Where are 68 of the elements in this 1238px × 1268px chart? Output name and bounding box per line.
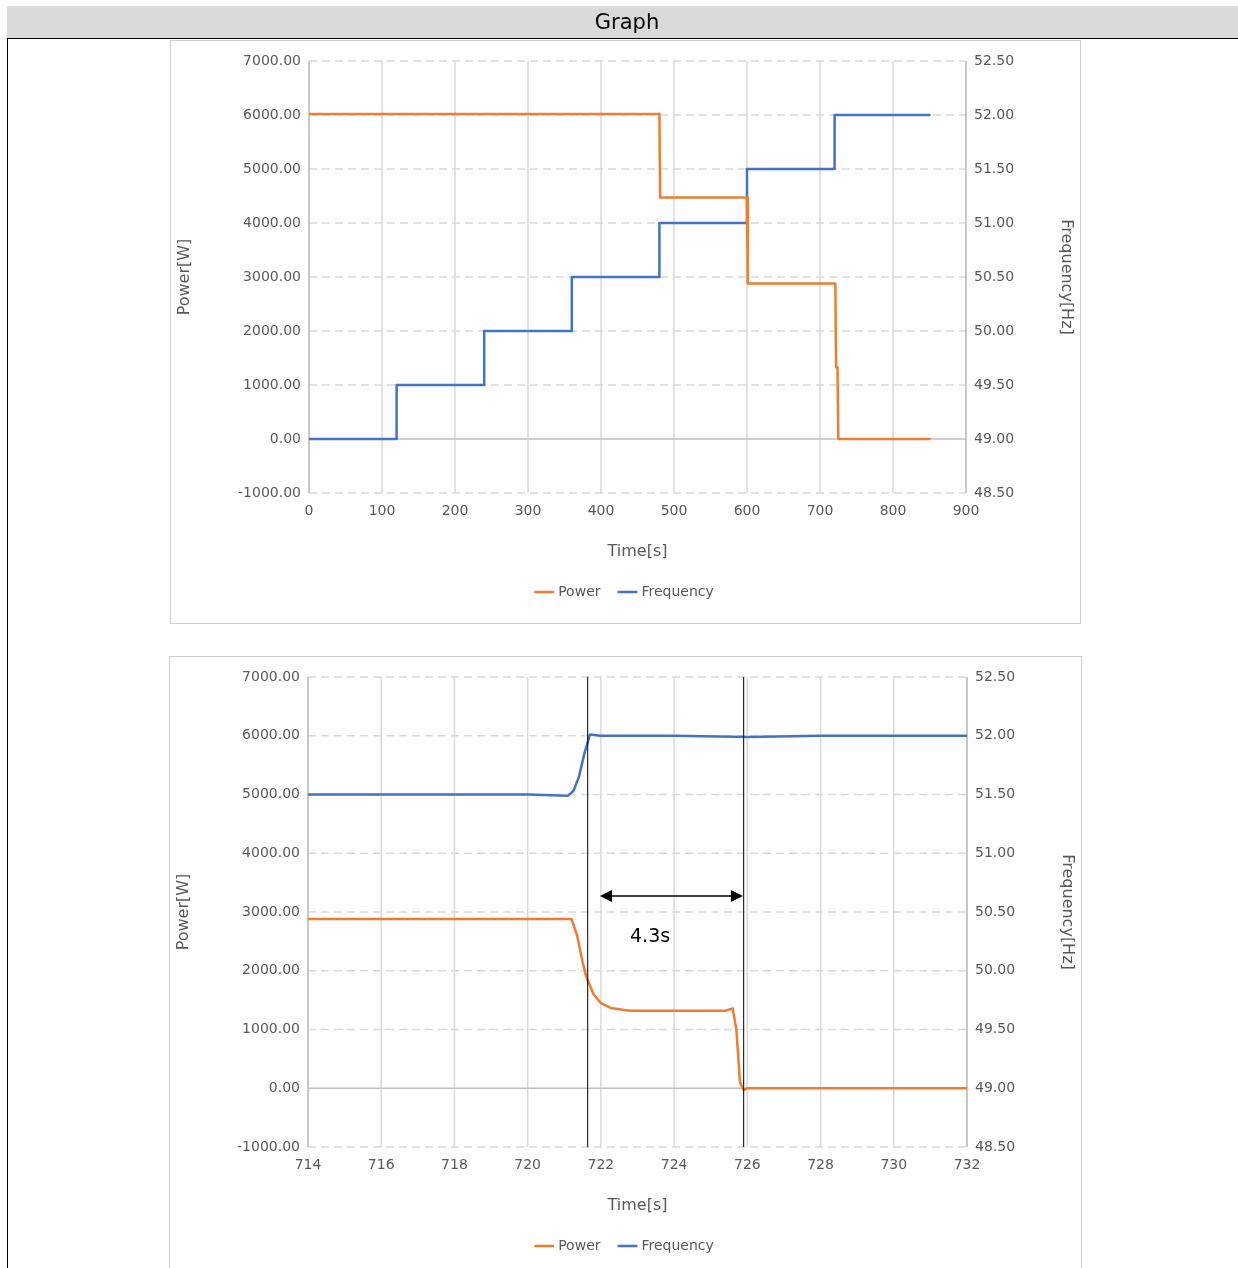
y2-tick-label: 48.50 bbox=[974, 483, 1015, 500]
x-axis-title: Time[s] bbox=[606, 540, 668, 560]
x-tick-label: 724 bbox=[660, 1156, 688, 1173]
chart-title: Graph bbox=[7, 6, 1238, 39]
y2-tick-label: 49.50 bbox=[975, 1020, 1016, 1037]
y-tick-label: 0.00 bbox=[269, 429, 301, 446]
x-tick-label: 732 bbox=[953, 1156, 981, 1173]
y-tick-label: 4000.00 bbox=[242, 843, 300, 860]
y2-tick-label: 52.50 bbox=[974, 51, 1015, 68]
y2-tick-label: 52.00 bbox=[974, 105, 1015, 122]
x-tick-label: 500 bbox=[660, 502, 688, 519]
y-tick-label: 1000.00 bbox=[243, 375, 301, 392]
y-tick-label: 5000.00 bbox=[242, 785, 300, 802]
y-tick-label: 6000.00 bbox=[243, 105, 301, 122]
x-tick-label: 900 bbox=[952, 502, 980, 519]
y2-tick-label: 50.00 bbox=[975, 961, 1016, 978]
y2-tick-label: 50.50 bbox=[974, 267, 1015, 284]
legend-label: Frequency bbox=[641, 1236, 714, 1253]
x-tick-label: 728 bbox=[807, 1156, 834, 1173]
x-tick-label: 718 bbox=[441, 1156, 468, 1173]
x-tick-label: 730 bbox=[880, 1156, 908, 1173]
y2-tick-label: 52.00 bbox=[975, 726, 1016, 743]
x-tick-label: 714 bbox=[294, 1156, 322, 1173]
y2-tick-label: 51.50 bbox=[975, 785, 1016, 802]
y-tick-label: 7000.00 bbox=[243, 51, 301, 68]
y2-tick-label: 51.00 bbox=[974, 213, 1015, 230]
y2-axis-title: Frequency[Hz] bbox=[1059, 854, 1079, 970]
y2-tick-label: 49.00 bbox=[974, 429, 1015, 446]
y-axis-title: Power[W] bbox=[173, 238, 193, 316]
x-axis-title: Time[s] bbox=[606, 1194, 668, 1214]
y-tick-label: 3000.00 bbox=[242, 902, 300, 919]
x-tick-label: 400 bbox=[587, 502, 615, 519]
y2-tick-label: 52.50 bbox=[975, 667, 1016, 684]
y-tick-label: 6000.00 bbox=[242, 726, 300, 743]
y2-axis-title: Frequency[Hz] bbox=[1058, 219, 1078, 335]
legend-label: Power bbox=[558, 582, 601, 599]
x-tick-label: 0 bbox=[304, 502, 314, 519]
y-tick-label: 1000.00 bbox=[242, 1020, 300, 1037]
x-tick-label: 200 bbox=[441, 502, 469, 519]
y-tick-label: 3000.00 bbox=[243, 267, 301, 284]
y2-tick-label: 51.00 bbox=[975, 843, 1016, 860]
y-tick-label: 2000.00 bbox=[242, 961, 300, 978]
x-tick-label: 800 bbox=[879, 502, 907, 519]
y-tick-label: 0.00 bbox=[268, 1078, 300, 1095]
y-tick-label: -1000.00 bbox=[238, 483, 301, 500]
y-axis-title: Power[W] bbox=[172, 873, 192, 951]
y2-tick-label: 48.50 bbox=[975, 1137, 1016, 1154]
legend-label: Power bbox=[558, 1236, 601, 1253]
x-tick-label: 726 bbox=[733, 1156, 761, 1173]
x-tick-label: 720 bbox=[514, 1156, 542, 1173]
x-tick-label: 300 bbox=[514, 502, 542, 519]
y-tick-label: 7000.00 bbox=[242, 667, 300, 684]
legend-label: Frequency bbox=[641, 582, 714, 599]
x-tick-label: 600 bbox=[733, 502, 761, 519]
y2-tick-label: 51.50 bbox=[974, 159, 1015, 176]
y-tick-label: 5000.00 bbox=[243, 159, 301, 176]
y2-tick-label: 50.00 bbox=[974, 321, 1015, 338]
x-tick-label: 700 bbox=[806, 502, 834, 519]
annotation: 4.3s bbox=[630, 923, 671, 946]
x-tick-label: 722 bbox=[587, 1156, 615, 1173]
y2-tick-label: 49.50 bbox=[974, 375, 1015, 392]
y-tick-label: -1000.00 bbox=[237, 1137, 300, 1154]
y2-tick-label: 50.50 bbox=[975, 902, 1016, 919]
y2-tick-label: 49.00 bbox=[975, 1078, 1016, 1095]
x-tick-label: 716 bbox=[367, 1156, 395, 1173]
x-tick-label: 100 bbox=[368, 502, 396, 519]
y-tick-label: 2000.00 bbox=[243, 321, 301, 338]
y-tick-label: 4000.00 bbox=[243, 213, 301, 230]
